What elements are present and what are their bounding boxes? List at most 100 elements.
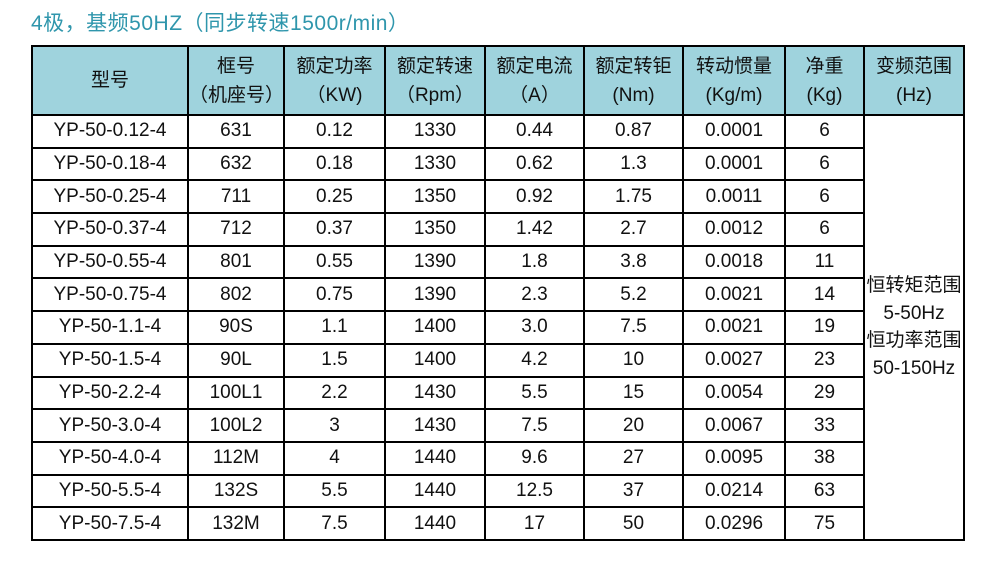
cell-rated-speed: 1390 (384, 244, 486, 280)
cell-rated-power: 0.37 (283, 212, 386, 247)
cell-rated-torque: 7.5 (583, 310, 684, 345)
table-row: YP-50-0.12-4 631 0.12 1330 0.44 0.87 0.0001 6 恒转… (31, 114, 965, 541)
cell-net-weight: 19 (784, 310, 865, 345)
cell-frame: 100L1 (187, 375, 285, 411)
cell-model: YP-50-5.5-4 (31, 473, 189, 509)
cell-inertia: 0.0214 (682, 473, 786, 509)
cell-model: YP-50-0.55-4 (31, 244, 189, 280)
cell-rated-power: 0.18 (283, 146, 386, 182)
cell-net-weight: 6 (784, 179, 865, 215)
cell-inertia: 0.0011 (682, 179, 786, 215)
table-row: YP-50-0.75-4 802 0.75 1390 2.3 5.2 0.0021 14 (31, 277, 964, 313)
frequency-range-line: 恒转矩范围 (866, 275, 962, 297)
header-frame: 框号 （机座号） (187, 45, 285, 116)
header-label: 额定转钜 (595, 55, 672, 77)
cell-model: YP-50-7.5-4 (31, 506, 189, 541)
cell-rated-torque: 1.75 (583, 179, 684, 215)
motor-spec-table: 型号 框号 （机座号） 额定功率 （KW) 额定转速 （Rpm） 额定电流 （A… (31, 45, 965, 541)
cell-rated-current: 12.5 (484, 473, 585, 509)
cell-rated-power: 0.55 (283, 244, 386, 280)
cell-inertia: 0.0296 (682, 506, 786, 541)
cell-net-weight: 6 (784, 114, 865, 149)
cell-net-weight: 14 (784, 277, 865, 313)
header-inertia: 转动惯量 (Kg/m) (682, 45, 786, 116)
header-rated-power: 额定功率 （KW) (283, 45, 386, 116)
header-label: 额定电流 (496, 55, 573, 77)
header-label: 净重 (805, 55, 844, 77)
cell-rated-current: 0.62 (484, 146, 585, 182)
cell-rated-current: 1.8 (484, 244, 585, 280)
cell-rated-power: 0.12 (283, 114, 386, 149)
cell-rated-speed: 1400 (384, 310, 486, 345)
cell-rated-torque: 3.8 (583, 244, 684, 280)
table-row: YP-50-7.5-4 132M 7.5 1440 17 50 0.0296 75 (31, 506, 964, 541)
header-unit: （KW) (306, 84, 363, 106)
cell-inertia: 0.0018 (682, 244, 786, 280)
table-row: YP-50-1.1-4 90S 1.1 1400 3.0 7.5 0.0021 19 (31, 310, 964, 345)
cell-frame: 631 (187, 114, 285, 149)
table-row: YP-50-0.37-4 712 0.37 1350 1.42 2.7 0.0012 6 (31, 212, 964, 247)
header-unit: (Kg/m) (705, 84, 763, 106)
cell-frame: 712 (187, 212, 285, 247)
cell-rated-current: 5.5 (484, 375, 585, 411)
cell-inertia: 0.0012 (682, 212, 786, 247)
page-title: 4极，基频50HZ（同步转速1500r/min） (31, 12, 410, 35)
table-row: YP-50-5.5-4 132S 5.5 1440 12.5 37 0.0214 63 (31, 473, 964, 509)
cell-frequency-range: 恒转矩范围 5-50Hz 恒功率范围 50-150Hz (863, 114, 965, 541)
cell-rated-current: 0.92 (484, 179, 585, 215)
cell-net-weight: 11 (784, 244, 865, 280)
cell-frame: 90S (187, 310, 285, 345)
cell-rated-speed: 1430 (384, 408, 486, 443)
header-label: 型号 (90, 70, 129, 91)
cell-model: YP-50-0.25-4 (31, 179, 189, 215)
header-label: 转动惯量 (695, 55, 772, 77)
frequency-range-line: 50-150Hz (872, 357, 956, 379)
cell-inertia: 0.0001 (682, 146, 786, 182)
table-row: YP-50-4.0-4 112M 4 1440 9.6 27 0.0095 38 (31, 440, 964, 476)
cell-rated-torque: 37 (583, 473, 684, 509)
cell-model: YP-50-4.0-4 (31, 440, 189, 476)
header-unit: （Rpm） (395, 84, 475, 106)
cell-net-weight: 6 (784, 212, 865, 247)
table-row: YP-50-1.5-4 90L 1.5 1400 4.2 10 0.0027 23 (31, 342, 964, 378)
cell-net-weight: 63 (784, 473, 865, 509)
cell-frame: 632 (187, 146, 285, 182)
cell-model: YP-50-0.37-4 (31, 212, 189, 247)
cell-net-weight: 33 (784, 408, 865, 443)
header-unit: (Kg) (806, 84, 843, 106)
table-row: YP-50-0.25-4 711 0.25 1350 0.92 1.75 0.0011 6 (31, 179, 964, 215)
cell-inertia: 0.0027 (682, 342, 786, 378)
frequency-range-line: 恒功率范围 (866, 330, 962, 352)
cell-rated-speed: 1430 (384, 375, 486, 411)
cell-rated-power: 4 (283, 440, 386, 476)
cell-model: YP-50-1.1-4 (31, 310, 189, 345)
header-row: 型号 框号 （机座号） 额定功率 （KW) 额定转速 （Rpm） 额定电流 （A… (31, 45, 965, 116)
cell-inertia: 0.0067 (682, 408, 786, 443)
header-frequency-range: 变频范围 (Hz) (863, 45, 965, 116)
cell-rated-speed: 1440 (384, 473, 486, 509)
cell-frame: 802 (187, 277, 285, 313)
table-row: YP-50-3.0-4 100L2 3 1430 7.5 20 0.0067 33 (31, 408, 964, 443)
cell-rated-torque: 15 (583, 375, 684, 411)
cell-rated-speed: 1330 (384, 114, 486, 149)
cell-rated-speed: 1390 (384, 277, 486, 313)
header-net-weight: 净重 (Kg) (784, 45, 865, 116)
cell-rated-current: 7.5 (484, 408, 585, 443)
cell-model: YP-50-2.2-4 (31, 375, 189, 411)
cell-rated-current: 4.2 (484, 342, 585, 378)
header-label: 变频范围 (875, 55, 952, 77)
cell-inertia: 0.0054 (682, 375, 786, 411)
cell-rated-torque: 2.7 (583, 212, 684, 247)
cell-rated-torque: 20 (583, 408, 684, 443)
cell-inertia: 0.0021 (682, 277, 786, 313)
table-row: YP-50-0.18-4 632 0.18 1330 0.62 1.3 0.0001 6 (31, 146, 964, 182)
cell-rated-speed: 1440 (384, 506, 486, 541)
cell-rated-power: 7.5 (283, 506, 386, 541)
table-row: YP-50-2.2-4 100L1 2.2 1430 5.5 15 0.0054 29 (31, 375, 964, 411)
cell-rated-power: 2.2 (283, 375, 386, 411)
cell-rated-current: 1.42 (484, 212, 585, 247)
frequency-range-line: 5-50Hz (883, 302, 945, 324)
cell-rated-current: 0.44 (484, 114, 585, 149)
header-label: 额定转速 (396, 55, 473, 77)
cell-frame: 100L2 (187, 408, 285, 443)
